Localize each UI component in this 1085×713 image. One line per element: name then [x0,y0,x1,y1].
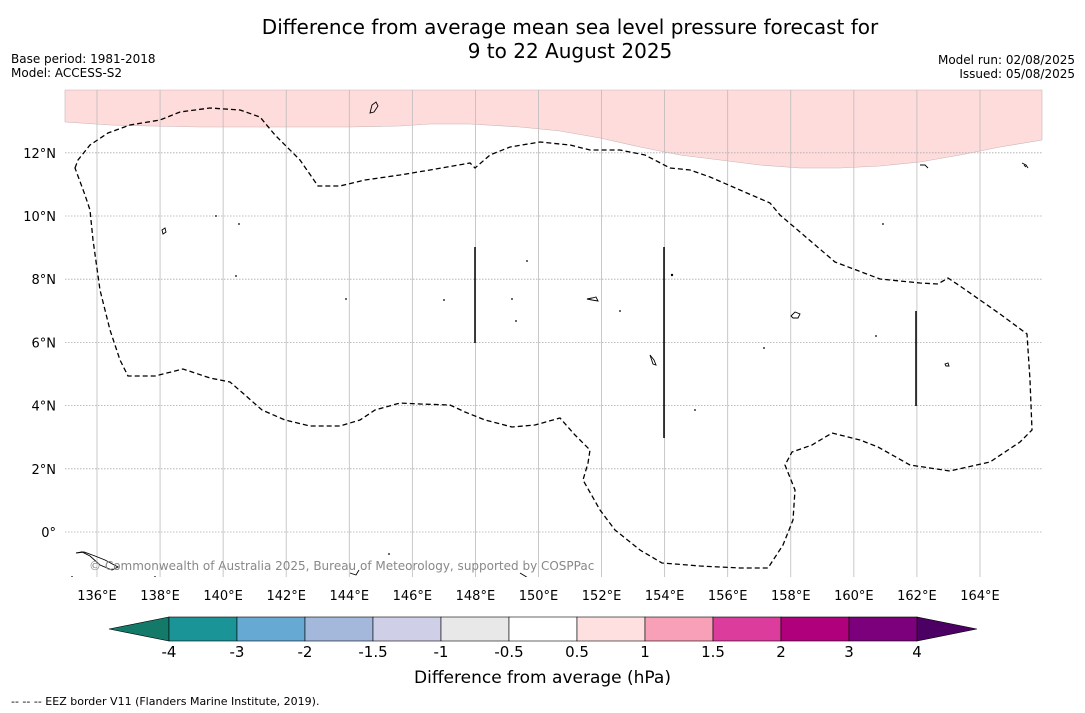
colorbar-segment [304,616,374,642]
lon-label: 152°E [582,589,622,604]
eez-footnote: -- -- -- EEZ border V11 (Flanders Marine… [11,695,320,708]
lon-label: 140°E [203,589,243,604]
colorbar-title: Difference from average (hPa) [414,668,671,688]
lon-label: 146°E [393,589,433,604]
lon-label: 160°E [834,589,874,604]
colorbar-segment [712,616,782,642]
colorbar-segment [644,616,714,642]
latitude-labels: 12°N 10°N 8°N 6°N 4°N 2°N 0° [23,147,56,541]
lat-label: 2°N [32,463,57,478]
colorbar [108,616,978,642]
lon-label: 138°E [140,589,180,604]
issued-date: Issued: 05/08/2025 [959,67,1075,81]
colorbar-segment [848,616,918,642]
colorbar-low-extend [108,616,170,642]
colorbar-segment [440,616,510,642]
lat-label: 8°N [32,273,57,288]
copyright-notice: © Commonwealth of Australia 2025, Bureau… [89,559,594,573]
lon-label: 162°E [897,589,937,604]
colorbar-segment [508,616,578,642]
colorbar-segment [372,616,442,642]
lon-label: 142°E [266,589,306,604]
colorbar-tick-label: 1.5 [701,643,725,661]
lon-label: 164°E [960,589,1000,604]
lon-label: 154°E [645,589,685,604]
colorbar-tick-label: 0.5 [565,643,589,661]
colorbar-tick-label: -1.5 [358,643,388,661]
model-run: Model run: 02/08/2025 [937,53,1075,67]
longitude-gridlines [96,90,981,577]
longitude-labels: 136°E 138°E 140°E 142°E 144°E 146°E 148°E 150°E… [77,589,1000,604]
lat-label: 10°N [23,210,56,225]
lat-label: 0° [41,526,56,541]
lat-label: 4°N [32,400,57,415]
islands [75,101,1029,577]
lon-label: 156°E [708,589,748,604]
colorbar-segment [168,616,238,642]
title-line-1: Difference from average mean sea level p… [261,15,879,39]
title-line-2: 9 to 22 August 2025 [467,39,673,63]
pressure-anomaly-region [64,89,1043,169]
small-islands [71,215,884,577]
colorbar-tick-label: -2 [297,643,313,661]
colorbar-tick-label: -3 [229,643,245,661]
lon-label: 158°E [771,589,811,604]
base-period: Base period: 1981-2018 [11,52,156,66]
colorbar-high-extend [916,616,978,642]
latitude-gridlines [65,152,1042,533]
colorbar-tick-label: 1 [640,643,650,661]
colorbar-tick-label: -4 [161,643,177,661]
colorbar-segment [576,616,646,642]
colorbar-tick-label: 4 [912,643,922,661]
colorbar-tick-label: -0.5 [494,643,524,661]
lon-label: 148°E [456,589,496,604]
colorbar-segment [236,616,306,642]
lat-label: 6°N [32,336,57,351]
colorbar-segment [780,616,850,642]
eez-border [74,107,1033,569]
lon-label: 136°E [77,589,117,604]
lon-label: 144°E [330,589,370,604]
lon-label: 150°E [519,589,559,604]
colorbar-tick-label: 3 [844,643,854,661]
model-name: Model: ACCESS-S2 [11,66,123,80]
colorbar-tick-label: 2 [776,643,786,661]
lat-label: 12°N [23,147,56,162]
colorbar-tick-label: -1 [433,643,449,661]
